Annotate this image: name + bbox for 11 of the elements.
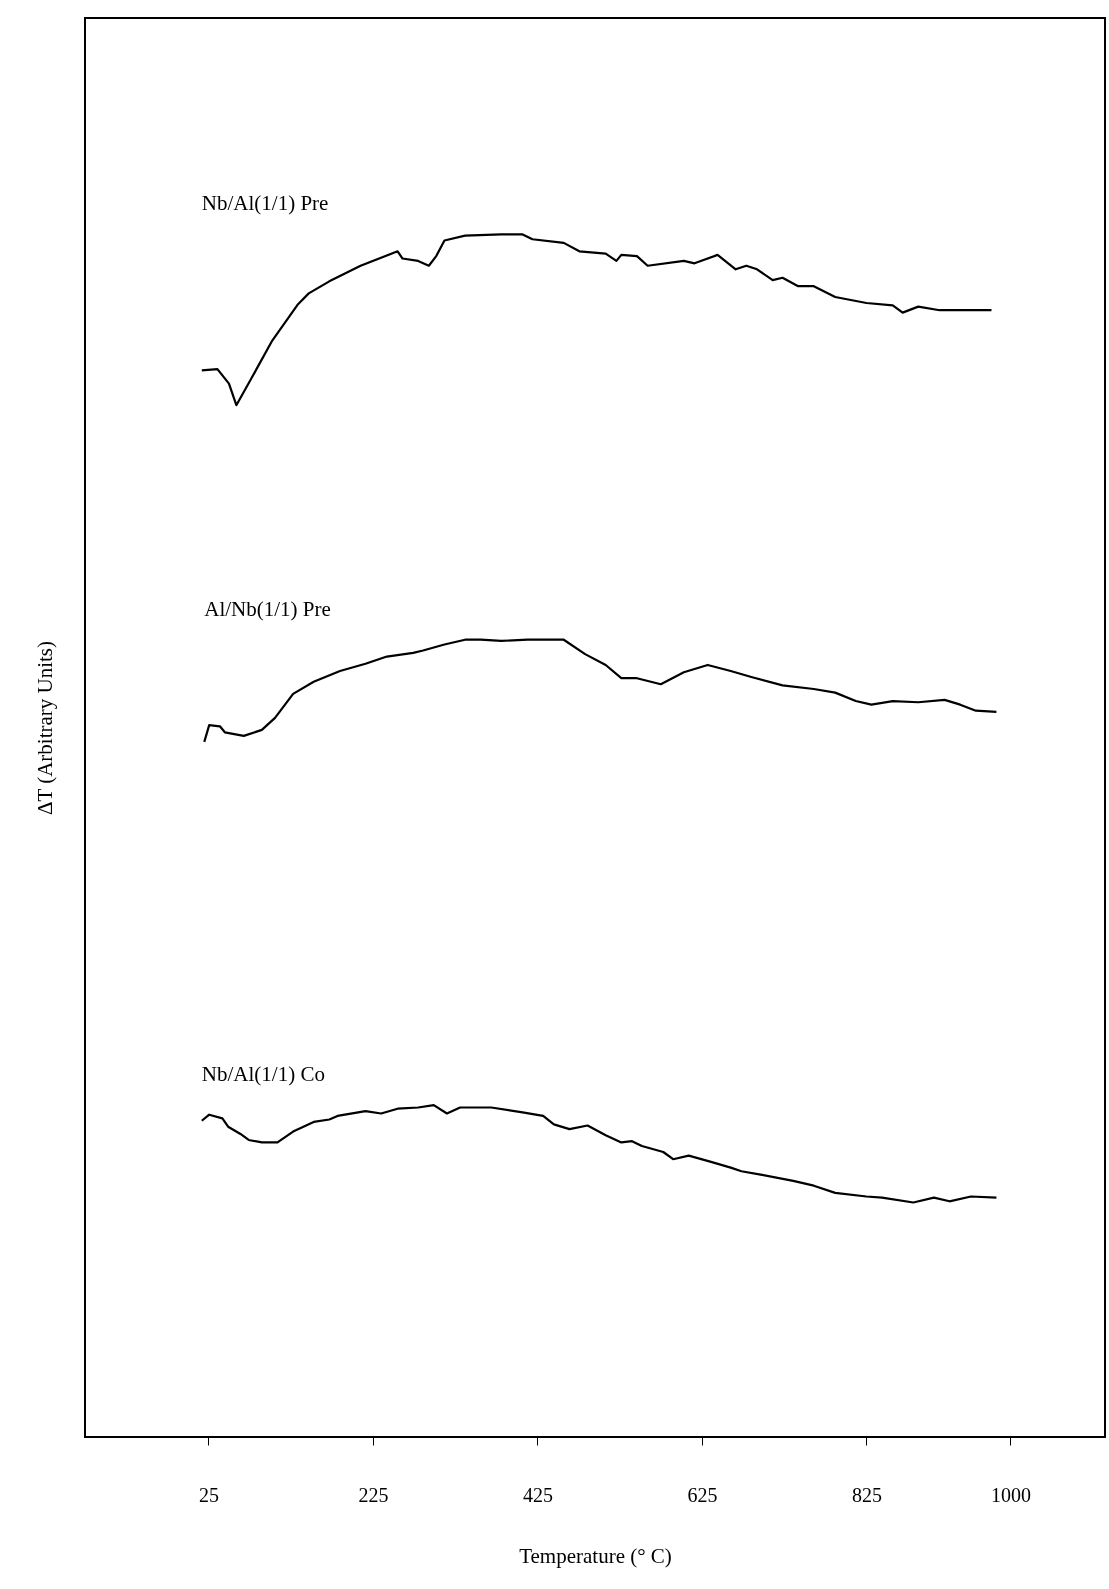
x-tick-label: 1000 — [990, 1483, 1031, 1506]
x-tick-label: 825 — [851, 1483, 882, 1506]
series-label: Nb/Al(1/1) Co — [201, 1062, 325, 1087]
x-tick-label: 425 — [522, 1483, 553, 1506]
x-tick-label: 25 — [198, 1483, 219, 1506]
text: Al/Nb(1/1) Pre — [204, 596, 331, 621]
x-tick-label: 625 — [687, 1483, 718, 1506]
x-tick-label: 225 — [358, 1483, 389, 1506]
text: Nb/Al(1/1) Pre — [201, 191, 329, 216]
y-axis-title: ΔT (Arbitrary Units) — [32, 640, 57, 816]
x-axis-title: Temperature (° C) — [519, 1543, 672, 1568]
